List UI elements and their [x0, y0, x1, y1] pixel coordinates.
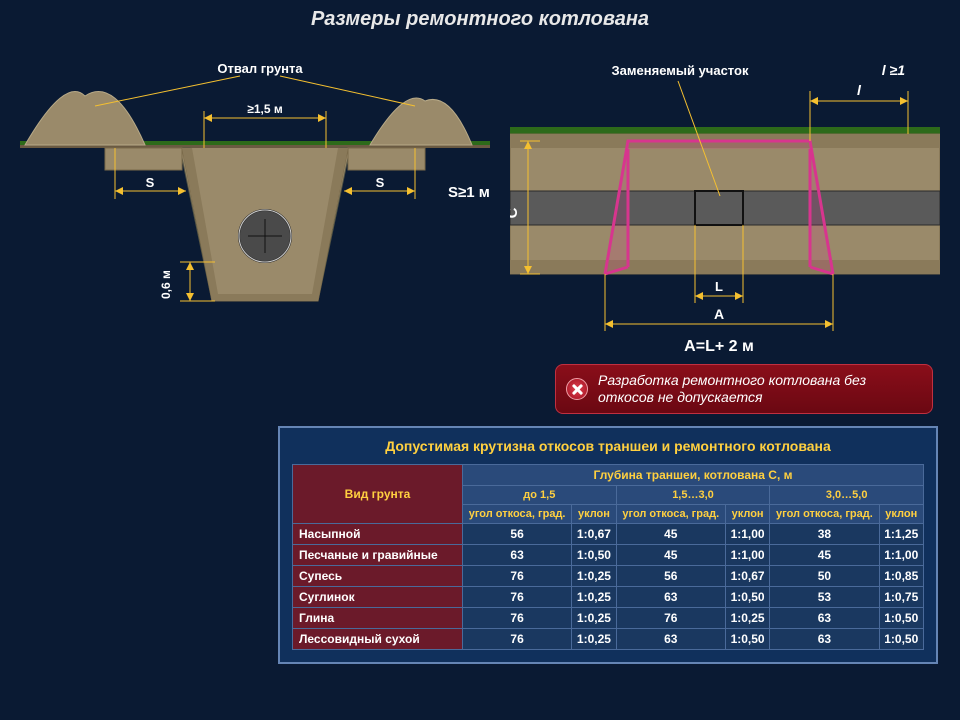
- soil-heap-label: Отвал грунта: [217, 61, 303, 76]
- soil-cell: Лессовидный сухой: [293, 629, 463, 650]
- value-cell: 1:0,50: [879, 629, 923, 650]
- value-cell: 76: [616, 608, 725, 629]
- h-slope-2: уклон: [879, 505, 923, 524]
- warning-banner: Разработка ремонтного котлована без отко…: [555, 364, 933, 414]
- value-cell: 63: [463, 545, 572, 566]
- diagram-area: Отвал грунта ≥1,5 м S S S≥1 м 0,6 м: [0, 31, 960, 361]
- top-clearance: ≥1,5 м: [247, 102, 283, 116]
- replaced-section-label: Заменяемый участок: [612, 63, 749, 78]
- value-cell: 1:0,50: [879, 608, 923, 629]
- range-1: 1,5…3,0: [616, 486, 770, 505]
- excavation-plan-view: Заменяемый участок l l ≥1 C L A A=L+ 2 м: [510, 41, 940, 371]
- soil-cell: Насыпной: [293, 524, 463, 545]
- S-condition: S≥1 м: [448, 184, 490, 201]
- value-cell: 76: [463, 629, 572, 650]
- value-cell: 1:0,25: [572, 608, 616, 629]
- value-cell: 45: [770, 545, 879, 566]
- soil-cell: Суглинок: [293, 587, 463, 608]
- value-cell: 45: [616, 545, 725, 566]
- value-cell: 1:0,67: [572, 524, 616, 545]
- value-cell: 53: [770, 587, 879, 608]
- h-angle-2: угол откоса, град.: [770, 505, 879, 524]
- l-cond: l ≥1: [882, 62, 905, 78]
- range-0: до 1,5: [463, 486, 617, 505]
- value-cell: 1:0,25: [572, 587, 616, 608]
- value-cell: 76: [463, 587, 572, 608]
- value-cell: 1:1,00: [725, 545, 769, 566]
- depth-below-pipe: 0,6 м: [159, 270, 173, 299]
- range-2: 3,0…5,0: [770, 486, 924, 505]
- value-cell: 56: [463, 524, 572, 545]
- value-cell: 1:1,00: [725, 524, 769, 545]
- table-row: Суглинок761:0,25631:0,50531:0,75: [293, 587, 924, 608]
- L-dim: L: [715, 279, 723, 294]
- value-cell: 1:0,67: [725, 566, 769, 587]
- l-dim: l: [857, 82, 862, 98]
- value-cell: 1:1,00: [879, 545, 923, 566]
- h-angle-1: угол откоса, град.: [616, 505, 725, 524]
- col-soil: Вид грунта: [293, 465, 463, 524]
- error-icon: [566, 378, 588, 400]
- slope-table-panel: Допустимая крутизна откосов траншеи и ре…: [278, 426, 938, 664]
- value-cell: 1:0,75: [879, 587, 923, 608]
- value-cell: 1:0,25: [572, 566, 616, 587]
- table-row: Лессовидный сухой761:0,25631:0,50631:0,5…: [293, 629, 924, 650]
- table-title: Допустимая крутизна откосов траншеи и ре…: [292, 438, 924, 454]
- table-row: Песчаные и гравийные631:0,50451:1,00451:…: [293, 545, 924, 566]
- value-cell: 76: [463, 608, 572, 629]
- h-angle-0: угол откоса, град.: [463, 505, 572, 524]
- soil-cell: Супесь: [293, 566, 463, 587]
- value-cell: 1:0,50: [725, 629, 769, 650]
- value-cell: 63: [770, 629, 879, 650]
- value-cell: 1:0,85: [879, 566, 923, 587]
- value-cell: 1:0,25: [725, 608, 769, 629]
- soil-cell: Песчаные и гравийные: [293, 545, 463, 566]
- warning-text: Разработка ремонтного котлована без отко…: [598, 372, 922, 407]
- h-slope-0: уклон: [572, 505, 616, 524]
- C-dim: C: [510, 207, 521, 218]
- value-cell: 56: [616, 566, 725, 587]
- value-cell: 50: [770, 566, 879, 587]
- value-cell: 1:0,50: [725, 587, 769, 608]
- excavation-cross-section: Отвал грунта ≥1,5 м S S S≥1 м 0,6 м: [20, 41, 490, 341]
- A-equation: A=L+ 2 м: [684, 338, 754, 355]
- S-right: S: [376, 175, 385, 190]
- value-cell: 1:0,50: [572, 545, 616, 566]
- value-cell: 1:0,25: [572, 629, 616, 650]
- value-cell: 63: [616, 587, 725, 608]
- value-cell: 45: [616, 524, 725, 545]
- table-row: Супесь761:0,25561:0,67501:0,85: [293, 566, 924, 587]
- table-row: Насыпной561:0,67451:1,00381:1,25: [293, 524, 924, 545]
- A-dim: A: [714, 306, 724, 322]
- slope-table: Вид грунта Глубина траншеи, котлована С,…: [292, 464, 924, 650]
- table-row: Глина761:0,25761:0,25631:0,50: [293, 608, 924, 629]
- value-cell: 76: [463, 566, 572, 587]
- value-cell: 38: [770, 524, 879, 545]
- h-slope-1: уклон: [725, 505, 769, 524]
- S-left: S: [146, 175, 155, 190]
- page-title: Размеры ремонтного котлована: [0, 0, 960, 31]
- value-cell: 63: [616, 629, 725, 650]
- value-cell: 63: [770, 608, 879, 629]
- value-cell: 1:1,25: [879, 524, 923, 545]
- soil-cell: Глина: [293, 608, 463, 629]
- col-depth: Глубина траншеи, котлована С, м: [463, 465, 924, 486]
